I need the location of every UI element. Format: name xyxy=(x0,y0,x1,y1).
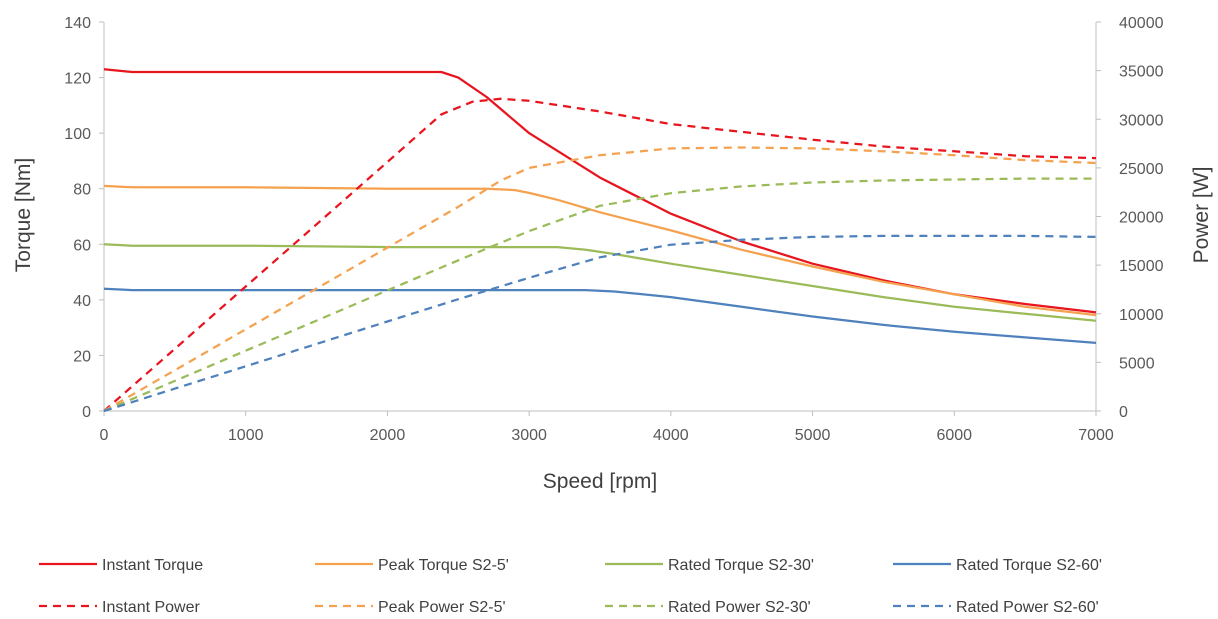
y-right-tick-label: 10000 xyxy=(1119,307,1164,324)
y-left-tick-label: 60 xyxy=(73,237,91,254)
y-right-tick-label: 40000 xyxy=(1119,15,1164,32)
x-tick-label: 6000 xyxy=(936,427,972,444)
series-line-peak-power-s2-5 xyxy=(103,146,1097,412)
x-tick-label: 3000 xyxy=(511,427,547,444)
series-line-rated-torque-s2-60 xyxy=(103,287,1097,345)
y-axis-title-right: Power [W] xyxy=(1190,167,1213,264)
y-left-tick-label: 80 xyxy=(73,182,91,199)
legend-label: Peak Torque S2-5' xyxy=(378,557,509,574)
x-tick-label: 7000 xyxy=(1078,427,1114,444)
x-tick-label: 1000 xyxy=(228,427,264,444)
y-right-tick-label: 20000 xyxy=(1119,210,1164,227)
x-tick-label: 0 xyxy=(100,427,109,444)
legend-label: Rated Power S2-30' xyxy=(668,599,811,616)
y-left-tick-label: 100 xyxy=(64,126,91,143)
chart-legend: Instant Torque Peak Torque S2-5' Rated Tor… xyxy=(39,557,1102,616)
series-line-instant-torque xyxy=(103,68,1097,314)
plot-area xyxy=(103,68,1097,413)
y-axis-title-left: Torque [Nm] xyxy=(12,158,35,272)
x-tick-label: 2000 xyxy=(370,427,406,444)
series-line-rated-torque-s2-30 xyxy=(103,243,1097,322)
y-right-tick-label: 25000 xyxy=(1119,161,1164,178)
legend-label: Instant Power xyxy=(102,599,201,616)
y-left-tick-label: 40 xyxy=(73,293,91,310)
y-right-tick-label: 35000 xyxy=(1119,64,1164,81)
y-left-tick-label: 120 xyxy=(64,71,91,88)
series-line-rated-power-s2-30 xyxy=(103,177,1096,413)
series-line-peak-torque-s2-5 xyxy=(103,184,1097,317)
y-right-tick-label: 5000 xyxy=(1119,355,1155,372)
y-left-tick-label: 20 xyxy=(73,348,91,365)
x-tick-label: 5000 xyxy=(795,427,831,444)
chart-axes: 0 1000 2000 3000 4000 5000 6000 700002040608010… xyxy=(64,15,1163,444)
y-right-tick-label: 30000 xyxy=(1119,112,1164,129)
series-line-instant-power xyxy=(103,97,1097,412)
legend-label: Peak Power S2-5' xyxy=(378,599,506,616)
y-right-tick-label: 0 xyxy=(1119,404,1128,421)
y-left-tick-label: 0 xyxy=(82,404,91,421)
legend-label: Rated Torque S2-30' xyxy=(668,557,814,574)
series-line-rated-power-s2-60 xyxy=(103,234,1097,413)
y-right-tick-label: 15000 xyxy=(1119,258,1164,275)
legend-label: Instant Torque xyxy=(102,557,203,574)
x-tick-label: 4000 xyxy=(653,427,689,444)
x-axis-title: Speed [rpm] xyxy=(543,470,657,493)
legend-label: Rated Torque S2-60' xyxy=(956,557,1102,574)
legend-label: Rated Power S2-60' xyxy=(956,599,1099,616)
y-left-tick-label: 140 xyxy=(64,15,91,32)
